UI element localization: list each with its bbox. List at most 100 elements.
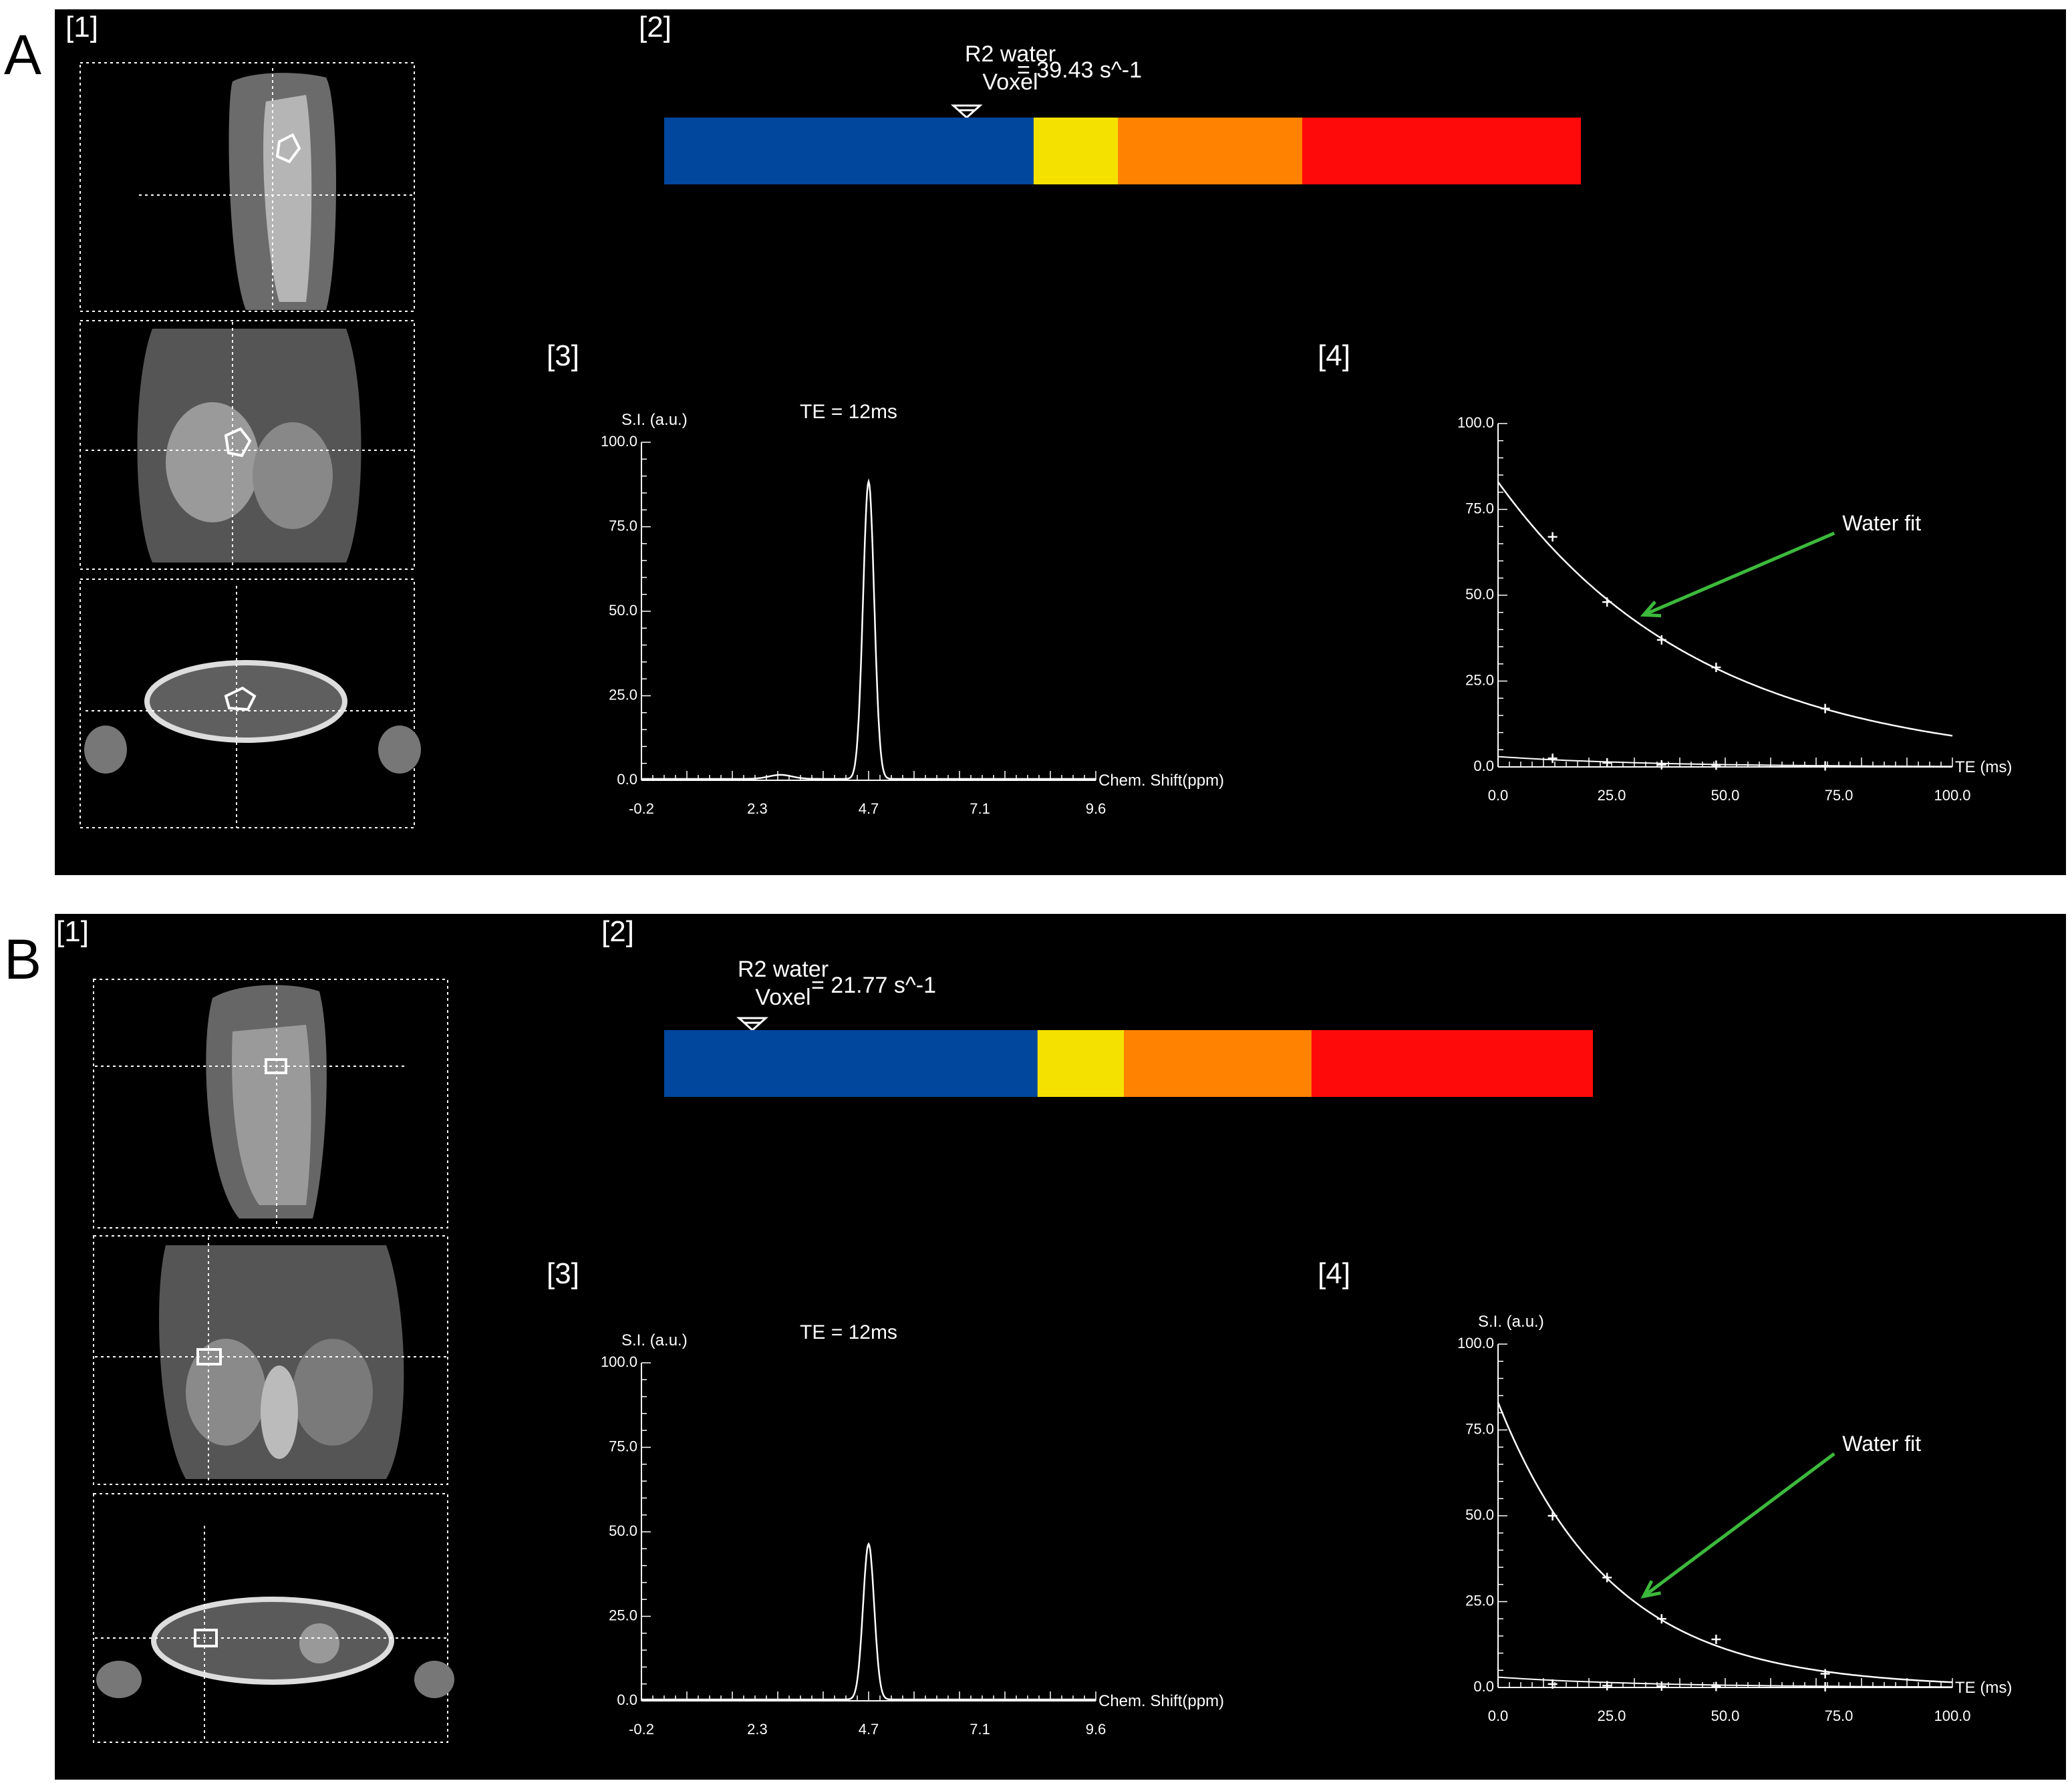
y-tick-label: 100.0 bbox=[601, 1353, 637, 1370]
y-tick-label: 25.0 bbox=[1465, 1593, 1494, 1609]
spectrum-chart-b: -0.2 2.3 4.7 7.1 9.6 0.0 25.0 50.0 75.0 100.0 Chem… bbox=[601, 1321, 1224, 1738]
spectrum-line bbox=[641, 1542, 1096, 1701]
water-data-point bbox=[1602, 1573, 1612, 1583]
water-fit-curve bbox=[1497, 1402, 1953, 1683]
colorbar-segment-3 bbox=[1302, 118, 1581, 184]
colorbar-segment-3 bbox=[1311, 1030, 1593, 1097]
label-decay: [4] bbox=[1318, 339, 1350, 372]
r2-label-line1: R2 water bbox=[964, 41, 1056, 67]
y-tick-label: 0.0 bbox=[1473, 758, 1494, 774]
water-data-point bbox=[1820, 703, 1830, 713]
water-data-point bbox=[1820, 1669, 1830, 1679]
label-spectrum: [3] bbox=[547, 339, 579, 372]
y-tick-label: 50.0 bbox=[1465, 1506, 1494, 1523]
mri-sagittal bbox=[93, 979, 448, 1229]
y-tick-label: 25.0 bbox=[609, 687, 637, 703]
water-data-point bbox=[1547, 532, 1558, 542]
x-tick-label: 100.0 bbox=[1934, 1708, 1970, 1724]
fat-data-point bbox=[1820, 1681, 1830, 1691]
panel-letter-a: A bbox=[4, 23, 42, 86]
y-axis-label: S.I. (a.u.) bbox=[621, 411, 688, 429]
x-tick-label: 4.7 bbox=[859, 800, 879, 817]
colorbar-segment-0 bbox=[664, 1030, 1038, 1097]
label-mri-views: [1] bbox=[65, 11, 98, 43]
y-tick-label: 50.0 bbox=[609, 602, 637, 619]
spectrum-line bbox=[641, 478, 1096, 780]
water-data-point bbox=[1656, 635, 1666, 645]
x-tick-label: 50.0 bbox=[1711, 787, 1740, 804]
colorbar-segment-2 bbox=[1118, 118, 1303, 184]
x-axis-label: TE (ms) bbox=[1955, 758, 2012, 776]
r2-label-line2: Voxel bbox=[982, 69, 1038, 95]
annotation-label: Water fit bbox=[1842, 511, 1921, 535]
mri-axial bbox=[80, 579, 421, 828]
annotation-arrow-head-icon bbox=[1640, 1580, 1661, 1599]
y-tick-label: 50.0 bbox=[1465, 586, 1494, 603]
fat-data-point bbox=[1820, 761, 1830, 771]
fat-fit-curve bbox=[1497, 1676, 1952, 1688]
voxel-marker-icon bbox=[950, 104, 983, 120]
mri-views bbox=[80, 62, 421, 828]
fat-fit-curve bbox=[1497, 756, 1952, 768]
x-tick-label: 50.0 bbox=[1711, 1708, 1740, 1724]
fat-data-point bbox=[1711, 1681, 1721, 1691]
x-tick-label: 2.3 bbox=[747, 800, 768, 817]
label-decay: [4] bbox=[1318, 1257, 1350, 1290]
x-tick-label: -0.2 bbox=[629, 800, 654, 817]
annotation-arrow-line bbox=[1642, 1452, 1835, 1598]
y-tick-label: 75.0 bbox=[609, 1438, 637, 1455]
x-tick-label: 0.0 bbox=[1488, 1708, 1509, 1724]
fat-data-point bbox=[1602, 758, 1612, 768]
x-tick-label: 0.0 bbox=[1488, 787, 1509, 804]
mri-views bbox=[93, 979, 454, 1743]
mri-sagittal bbox=[80, 62, 415, 312]
r2-label-line1: R2 water bbox=[737, 957, 829, 982]
r2-label-line2: Voxel bbox=[755, 985, 811, 1010]
y-tick-label: 0.0 bbox=[617, 771, 637, 788]
fat-data-point bbox=[1547, 1679, 1558, 1689]
x-tick-label: 4.7 bbox=[859, 1721, 879, 1738]
y-tick-label: 100.0 bbox=[1457, 414, 1494, 431]
colorbar-segment-1 bbox=[1033, 118, 1119, 184]
r2-value: = 39.43 s^-1 bbox=[1017, 57, 1143, 83]
colorbar-b bbox=[664, 1017, 1593, 1097]
y-tick-label: 25.0 bbox=[1465, 672, 1494, 689]
r2-value: = 21.77 s^-1 bbox=[811, 973, 937, 998]
label-mri-views: [1] bbox=[56, 915, 89, 948]
y-tick-label: 100.0 bbox=[1457, 1335, 1494, 1351]
label-colorbar: [2] bbox=[601, 915, 634, 948]
x-tick-label: 2.3 bbox=[747, 1721, 768, 1738]
mri-coronal bbox=[93, 1235, 448, 1485]
panel-letter-b: B bbox=[4, 928, 42, 991]
annotation-arrow-head-icon bbox=[1640, 601, 1662, 618]
water-data-point bbox=[1711, 1635, 1721, 1645]
x-tick-label: 7.1 bbox=[970, 800, 990, 817]
y-tick-label: 50.0 bbox=[609, 1522, 637, 1539]
x-axis-label: Chem. Shift(ppm) bbox=[1098, 1692, 1224, 1710]
x-axis-label: Chem. Shift(ppm) bbox=[1098, 772, 1224, 790]
spectrum-chart-a: -0.2 2.3 4.7 7.1 9.6 0.0 25.0 50.0 75.0 100.0 Chem… bbox=[601, 401, 1224, 817]
mri-axial bbox=[93, 1493, 454, 1743]
decay-chart-b: 0.0 25.0 50.0 75.0 100.0 0.0 25.0 50.0 75.0 100.0… bbox=[1457, 1313, 2012, 1724]
annotation-arrow-line bbox=[1643, 531, 1835, 617]
y-tick-label: 100.0 bbox=[601, 433, 637, 450]
colorbar-segment-0 bbox=[664, 118, 1034, 184]
water-data-point bbox=[1547, 1511, 1558, 1520]
colorbar-a bbox=[664, 104, 1581, 184]
y-axis-label: S.I. (a.u.) bbox=[621, 1331, 688, 1349]
fat-data-point bbox=[1656, 1681, 1666, 1691]
water-data-point bbox=[1602, 597, 1612, 607]
y-tick-label: 25.0 bbox=[609, 1607, 637, 1624]
water-data-point bbox=[1656, 1614, 1666, 1624]
chart-title: TE = 12ms bbox=[800, 401, 897, 423]
fat-data-point bbox=[1602, 1681, 1612, 1691]
panel-a: [1] [2] [3] [4] bbox=[55, 9, 2066, 875]
voxel-marker-icon bbox=[736, 1017, 768, 1032]
colorbar-segment-2 bbox=[1124, 1030, 1312, 1097]
panel-b: [1] [2] [3] [4] bbox=[55, 914, 2066, 1780]
x-tick-label: 25.0 bbox=[1598, 787, 1626, 804]
decay-chart-a: 0.0 25.0 50.0 75.0 100.0 0.0 25.0 50.0 75.0 100.0… bbox=[1457, 414, 2012, 804]
label-spectrum: [3] bbox=[547, 1257, 579, 1290]
x-tick-label: -0.2 bbox=[629, 1721, 654, 1738]
x-tick-label: 9.6 bbox=[1086, 800, 1106, 817]
